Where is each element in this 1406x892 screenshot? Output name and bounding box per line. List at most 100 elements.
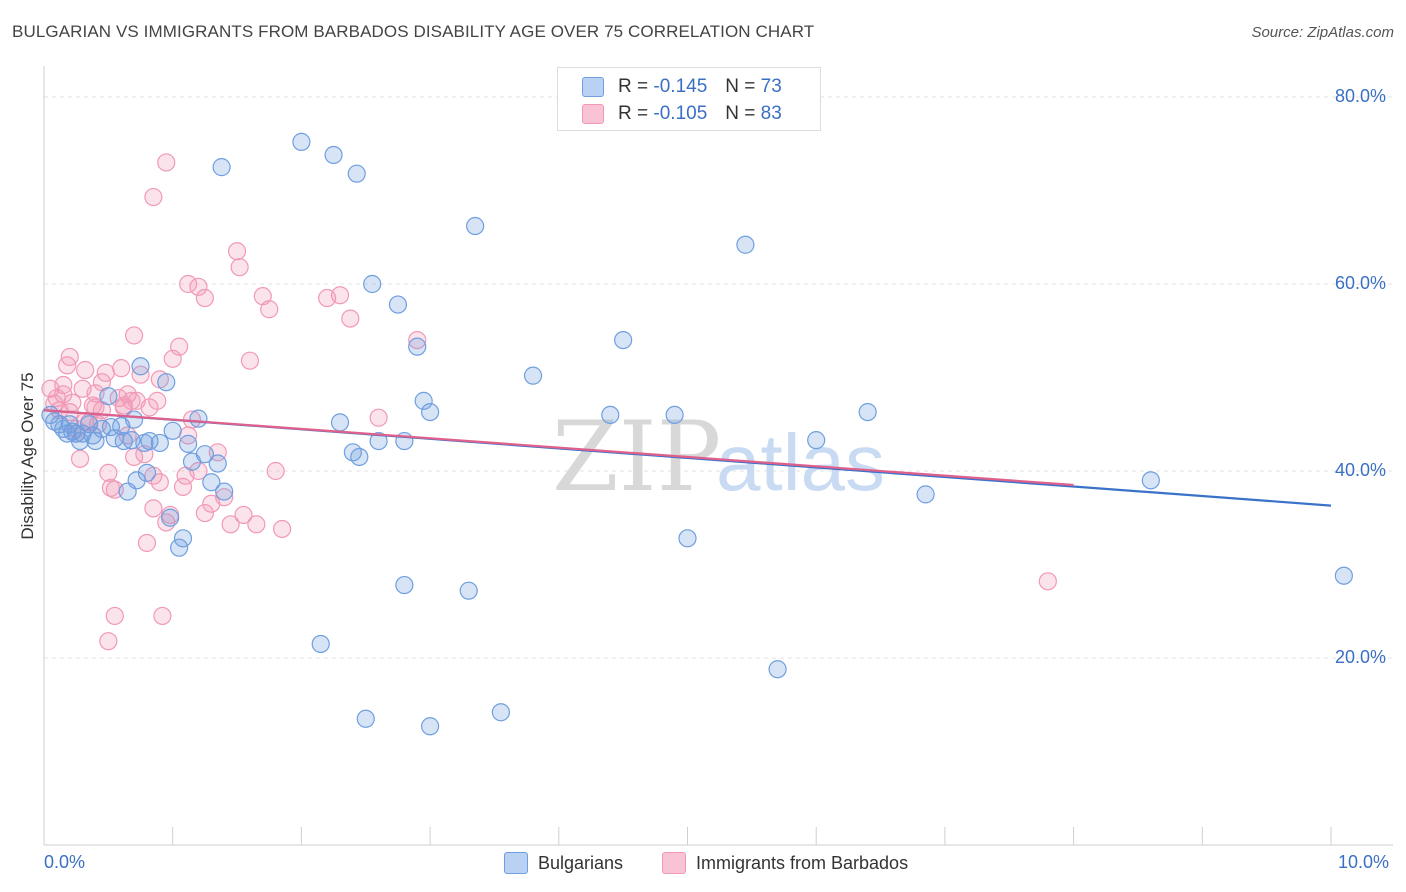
point-bulgarians[interactable] [150, 433, 169, 453]
point-barbados[interactable] [153, 606, 172, 626]
y-tick-label: 60.0% [1335, 273, 1387, 293]
point-bulgarians[interactable] [408, 337, 427, 356]
point-bulgarians[interactable] [491, 703, 510, 722]
point-bulgarians[interactable] [421, 717, 440, 736]
point-barbados[interactable] [170, 337, 189, 356]
point-bulgarians[interactable] [421, 402, 440, 422]
point-bulgarians[interactable] [347, 164, 366, 183]
series-legend: Bulgarians Immigrants from Barbados [0, 852, 1406, 876]
point-bulgarians[interactable] [324, 145, 343, 165]
point-bulgarians[interactable] [388, 295, 408, 314]
point-barbados[interactable] [227, 242, 247, 261]
point-bulgarians[interactable] [92, 419, 112, 439]
point-barbados[interactable] [272, 519, 292, 539]
point-bulgarians[interactable] [195, 445, 214, 464]
point-bulgarians[interactable] [369, 431, 388, 451]
point-barbados[interactable] [99, 463, 118, 482]
point-barbados[interactable] [112, 359, 131, 378]
point-barbados[interactable] [240, 351, 260, 370]
point-barbados[interactable] [221, 515, 240, 534]
point-barbados[interactable] [148, 391, 167, 410]
point-barbados[interactable] [173, 477, 193, 496]
point-bulgarians[interactable] [157, 373, 176, 392]
point-bulgarians[interactable] [173, 529, 193, 548]
point-barbados[interactable] [150, 473, 169, 492]
point-barbados[interactable] [247, 515, 266, 534]
point-bulgarians[interactable] [356, 709, 375, 728]
legend-item-bulgarians[interactable]: Bulgarians [504, 852, 623, 874]
point-bulgarians[interactable] [137, 463, 157, 482]
point-bulgarians[interactable] [1334, 566, 1353, 585]
point-barbados[interactable] [157, 153, 176, 172]
point-bulgarians[interactable] [523, 366, 543, 385]
point-barbados[interactable] [341, 309, 360, 328]
point-bulgarians[interactable] [127, 471, 146, 490]
point-barbados[interactable] [144, 499, 163, 518]
point-barbados[interactable] [54, 375, 73, 395]
point-bulgarians[interactable] [350, 447, 369, 467]
point-bulgarians[interactable] [114, 431, 133, 451]
point-bulgarians[interactable] [614, 331, 633, 350]
point-bulgarians[interactable] [208, 454, 227, 473]
point-barbados[interactable] [144, 187, 163, 207]
point-bulgarians[interactable] [189, 409, 208, 428]
point-bulgarians[interactable] [414, 391, 433, 410]
point-bulgarians[interactable] [1141, 471, 1160, 490]
point-barbados[interactable] [189, 461, 208, 481]
point-bulgarians[interactable] [395, 575, 414, 595]
point-barbados[interactable] [60, 347, 79, 367]
point-bulgarians[interactable] [678, 529, 697, 548]
point-barbados[interactable] [105, 606, 124, 626]
point-barbados[interactable] [189, 277, 208, 296]
point-bulgarians[interactable] [459, 581, 478, 600]
point-barbados[interactable] [215, 488, 234, 507]
point-bulgarians[interactable] [212, 158, 231, 177]
point-barbados[interactable] [330, 286, 350, 305]
point-bulgarians[interactable] [858, 402, 877, 422]
source-label: Source: ZipAtlas.com [1251, 24, 1394, 41]
point-bulgarians[interactable] [665, 405, 684, 424]
point-bulgarians[interactable] [330, 413, 350, 432]
point-barbados[interactable] [369, 408, 388, 427]
point-bulgarians[interactable] [170, 538, 189, 557]
point-barbados[interactable] [260, 300, 279, 319]
trend-lines [43, 409, 1332, 507]
point-barbados[interactable] [195, 503, 214, 523]
point-bulgarians[interactable] [807, 431, 826, 450]
point-barbados[interactable] [1038, 572, 1057, 591]
point-bulgarians[interactable] [161, 508, 180, 527]
point-bulgarians[interactable] [916, 485, 935, 504]
point-bulgarians[interactable] [363, 274, 382, 294]
point-bulgarians[interactable] [99, 387, 118, 406]
point-barbados[interactable] [230, 258, 249, 277]
point-barbados[interactable] [253, 287, 272, 306]
point-bulgarians[interactable] [60, 415, 79, 434]
point-barbados[interactable] [195, 288, 214, 308]
point-barbados[interactable] [70, 449, 90, 468]
point-bulgarians[interactable] [292, 132, 311, 151]
point-barbados[interactable] [76, 360, 95, 380]
legend-item-barbados[interactable]: Immigrants from Barbados [662, 852, 908, 874]
point-bulgarians[interactable] [179, 434, 198, 453]
point-bulgarians[interactable] [601, 405, 620, 424]
point-barbados[interactable] [124, 326, 144, 345]
point-barbados[interactable] [99, 632, 118, 651]
point-bulgarians[interactable] [124, 410, 144, 429]
point-barbados[interactable] [96, 363, 115, 382]
point-bulgarians[interactable] [131, 357, 150, 376]
stats-legend-row-bulgarians: R = -0.145 N = 73 [582, 74, 782, 100]
point-bulgarians[interactable] [466, 216, 485, 236]
point-bulgarians[interactable] [202, 473, 221, 492]
point-bulgarians[interactable] [163, 421, 182, 440]
point-bulgarians[interactable] [768, 660, 787, 679]
point-bulgarians[interactable] [311, 634, 330, 654]
legend-label: Bulgarians [538, 852, 624, 873]
point-barbados[interactable] [408, 331, 427, 350]
point-barbados[interactable] [266, 461, 285, 481]
point-barbados[interactable] [124, 447, 144, 467]
point-bulgarians[interactable] [736, 235, 755, 254]
point-barbados[interactable] [234, 505, 253, 525]
point-barbados[interactable] [137, 533, 157, 553]
point-bulgarians[interactable] [215, 482, 234, 501]
point-barbados[interactable] [179, 274, 198, 294]
